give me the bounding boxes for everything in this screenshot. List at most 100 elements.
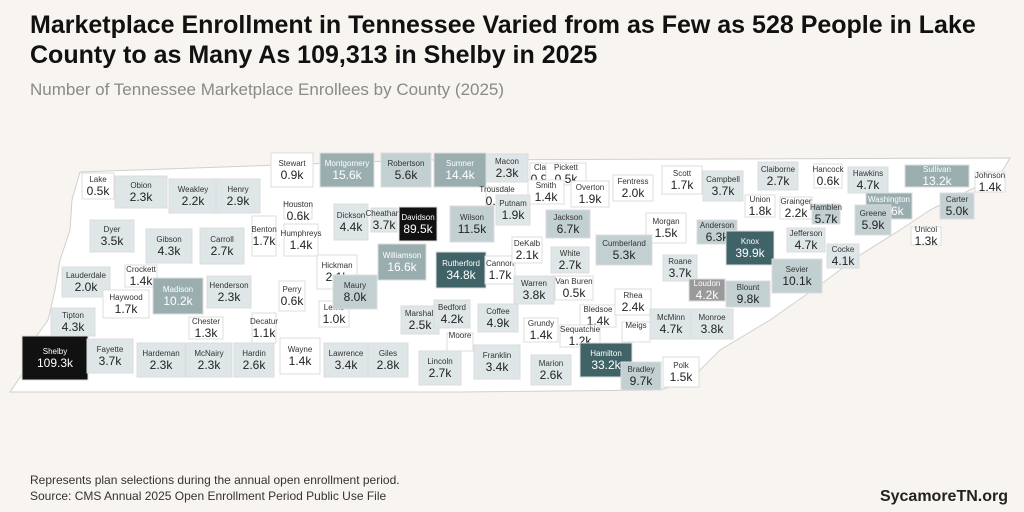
county-shape (251, 215, 277, 257)
county-name-label: Houston (283, 200, 313, 209)
county-value-label: 3.4k (486, 360, 510, 374)
county-value-label: 1.9k (502, 208, 526, 222)
county-value-label: 13.2k (922, 174, 952, 188)
county-value-label: 3.8k (523, 288, 547, 302)
county-name-label: Decatur (250, 317, 278, 326)
county-shape (826, 243, 860, 269)
county-name-label: Cumberland (602, 239, 646, 248)
county-name-label: Scott (673, 169, 692, 178)
county-name-label: Hardin (242, 349, 266, 358)
county-value-label: 4.9k (487, 316, 511, 330)
county-name-label: Hamblen (810, 203, 842, 212)
county-value-label: 2.1k (516, 248, 540, 262)
county-name-label: Jefferson (790, 229, 823, 238)
county-name-label: Rutherford (442, 259, 480, 268)
county-value-label: 2.2k (182, 194, 206, 208)
county-shape (188, 316, 224, 340)
county-shape (398, 206, 438, 242)
county-shape (319, 152, 375, 188)
county-shape (477, 303, 519, 333)
county-value-label: 1.4k (535, 190, 559, 204)
county-value-label: 1.9k (579, 192, 603, 206)
county-shape (152, 277, 204, 315)
county-name-label: Macon (495, 157, 519, 166)
county-name-label: Morgan (652, 217, 679, 226)
county-shape (21, 335, 89, 381)
county-value-label: 1.3k (195, 326, 219, 340)
county-name-label: Hamilton (590, 349, 622, 358)
county-shape (939, 192, 975, 220)
county-shape (612, 174, 654, 202)
county-name-label: Williamson (383, 251, 422, 260)
county-name-label: Stewart (278, 159, 306, 168)
county-shape (786, 227, 826, 253)
county-name-label: Cheatham (366, 209, 403, 218)
county-value-label: 9.8k (737, 292, 761, 306)
county-name-label: Cannon (486, 259, 514, 268)
county-value-label: 4.1k (832, 254, 856, 268)
county-shape (433, 152, 487, 188)
county-value-label: 2.7k (559, 258, 583, 272)
county-shape (595, 234, 653, 266)
county-value-label: 0.6k (281, 294, 305, 308)
county-name-label: Sevier (786, 265, 809, 274)
county-name-label: Weakley (178, 185, 209, 194)
county-shape (81, 172, 115, 200)
footnote-text: Represents plan selections during the an… (30, 473, 400, 487)
county-value-label: 109.3k (37, 356, 74, 370)
county-name-label: Cocke (832, 245, 855, 254)
county-name-label: Fentress (617, 177, 648, 186)
county-value-label: 2.4k (622, 300, 646, 314)
county-name-label: Hickman (321, 261, 352, 270)
county-shape (102, 289, 150, 319)
county-name-label: Henry (227, 185, 248, 194)
county-shape (744, 194, 776, 218)
county-shape (61, 266, 111, 298)
county-value-label: 3.5k (101, 234, 125, 248)
county-name-label: Hancock (812, 165, 844, 174)
county-shape (367, 342, 409, 378)
county-name-label: Benton (251, 225, 276, 234)
county-shape (495, 194, 531, 226)
county-name-label: Gibson (156, 235, 181, 244)
county-value-label: 33.2k (591, 358, 621, 372)
county-value-label: 3.7k (373, 218, 397, 232)
county-value-label: 1.7k (489, 268, 513, 282)
county-value-label: 3.4k (335, 358, 359, 372)
county-name-label: Van Buren (555, 277, 592, 286)
county-name-label: Campbell (706, 175, 740, 184)
county-name-label: Washington (868, 195, 910, 204)
county-name-label: Carter (946, 195, 969, 204)
county-value-label: 2.7k (211, 244, 235, 258)
county-name-label: Roane (668, 257, 692, 266)
county-name-label: Moore (449, 331, 472, 340)
county-value-label: 1.4k (290, 238, 314, 252)
county-name-label: Davidson (401, 213, 434, 222)
county-value-label: 4.3k (62, 320, 86, 334)
county-name-label: Hawkins (853, 169, 883, 178)
